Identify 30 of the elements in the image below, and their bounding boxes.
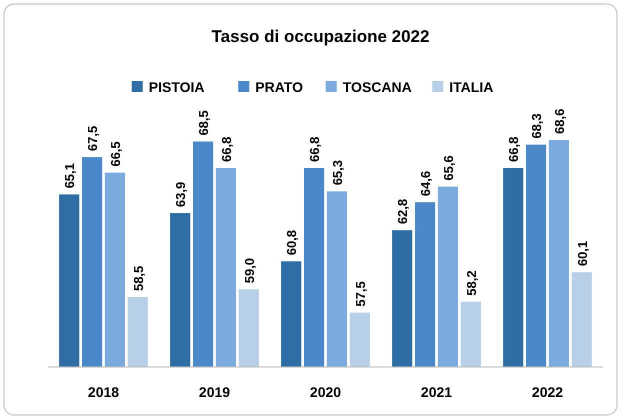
data-label: 65,3	[330, 160, 345, 186]
x-tick-label: 2021	[420, 384, 452, 400]
legend-label: ITALIA	[449, 79, 494, 95]
data-label: 68,6	[552, 108, 567, 134]
data-label: 66,8	[307, 136, 322, 162]
data-label: 65,1	[62, 163, 78, 188]
legend-label: TOSCANA	[342, 79, 412, 95]
chart-title: Tasso di occupazione 2022	[212, 27, 430, 46]
x-tick-label: 2022	[532, 384, 564, 400]
data-label: 58,5	[130, 266, 146, 292]
data-label: 68,5	[196, 110, 212, 136]
data-label: 60,8	[284, 230, 300, 256]
data-label: 66,8	[218, 136, 234, 162]
data-label: 64,6	[418, 170, 434, 196]
data-label: 59,0	[242, 258, 257, 284]
x-tick-label: 2018	[88, 384, 120, 400]
data-label: 66,8	[506, 136, 522, 162]
data-label: 62,8	[395, 198, 410, 224]
data-label: 68,3	[529, 113, 544, 139]
x-tick-label: 2019	[198, 384, 230, 400]
data-label: 65,6	[440, 155, 456, 181]
x-tick-label: 2020	[310, 384, 342, 400]
data-label: 57,5	[352, 281, 368, 307]
data-label: 60,1	[574, 240, 590, 266]
legend-label: PISTOIA	[148, 79, 205, 95]
data-label: 63,9	[173, 182, 188, 208]
legend-label: PRATO	[255, 79, 304, 95]
data-label: 67,5	[85, 126, 100, 152]
data-label: 66,5	[108, 141, 123, 167]
data-label: 58,2	[464, 270, 479, 296]
